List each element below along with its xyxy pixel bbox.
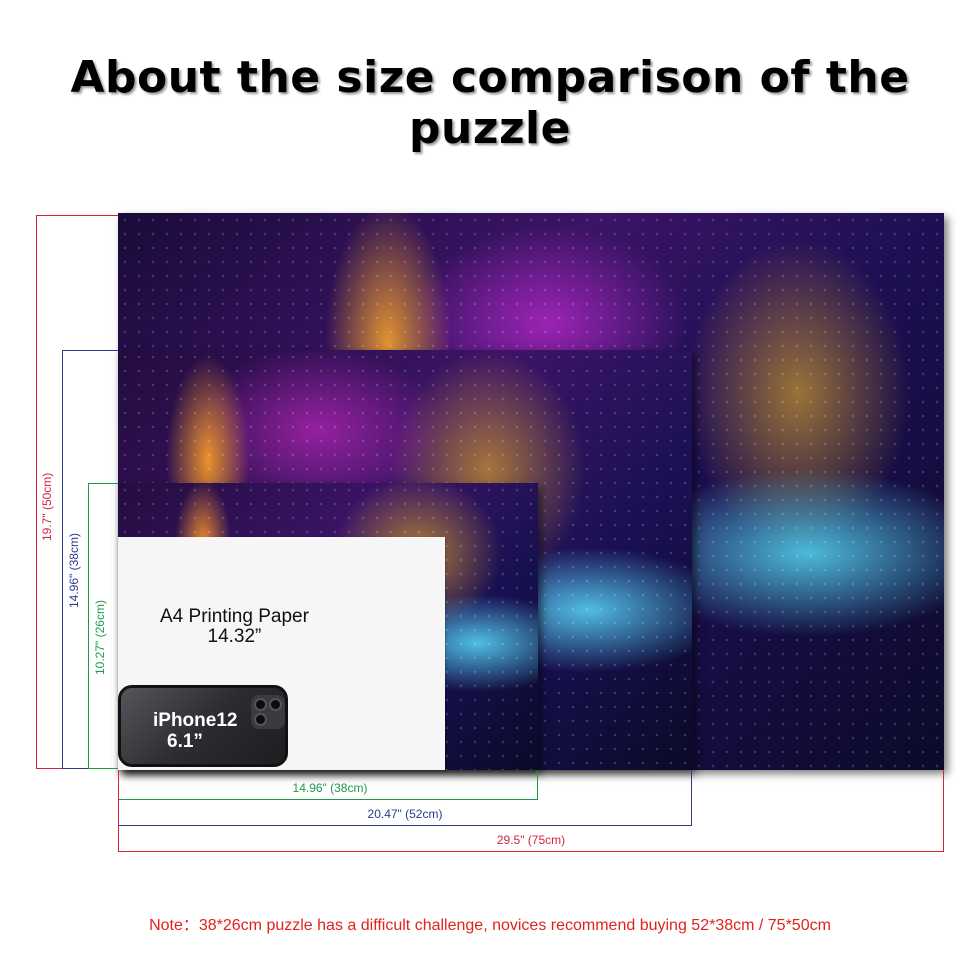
page-title: About the size comparison of the puzzle bbox=[70, 52, 910, 154]
a4-label-line1: A4 Printing Paper bbox=[160, 606, 309, 627]
height-label-small: 10.27" (26cm) bbox=[93, 600, 107, 675]
note-text: Note：38*26cm puzzle has a difficult chal… bbox=[149, 917, 831, 934]
width-label-large: 29.5" (75cm) bbox=[496, 833, 566, 847]
height-line-large bbox=[36, 215, 37, 768]
phone-label-line2: 6.1” bbox=[167, 731, 203, 752]
height-tick-medium-top bbox=[62, 350, 118, 351]
camera-module-icon bbox=[251, 695, 285, 729]
lens-icon bbox=[254, 713, 267, 726]
height-line-medium bbox=[62, 350, 63, 768]
width-label-small: 14.96" (38cm) bbox=[292, 781, 368, 795]
height-line-small bbox=[88, 483, 89, 768]
height-label-medium: 14.96" (38cm) bbox=[67, 533, 81, 608]
lens-icon bbox=[254, 698, 267, 711]
a4-label-line2: 14.32” bbox=[207, 626, 262, 647]
phone-label-line1: iPhone12 bbox=[153, 710, 238, 731]
lens-icon bbox=[269, 698, 282, 711]
phone-label: iPhone12 6.1” bbox=[153, 710, 237, 752]
width-label-medium: 20.47" (52cm) bbox=[367, 807, 443, 821]
height-tick-small-top bbox=[88, 483, 118, 484]
width-bracket-large bbox=[118, 770, 944, 852]
a4-label: A4 Printing Paper 14.32” bbox=[160, 607, 309, 647]
height-tick-small-bottom bbox=[88, 768, 118, 769]
iphone12: iPhone12 6.1” bbox=[118, 685, 288, 767]
height-label-large: 19.7" (50cm) bbox=[40, 472, 54, 541]
height-tick-large-top bbox=[36, 215, 118, 216]
